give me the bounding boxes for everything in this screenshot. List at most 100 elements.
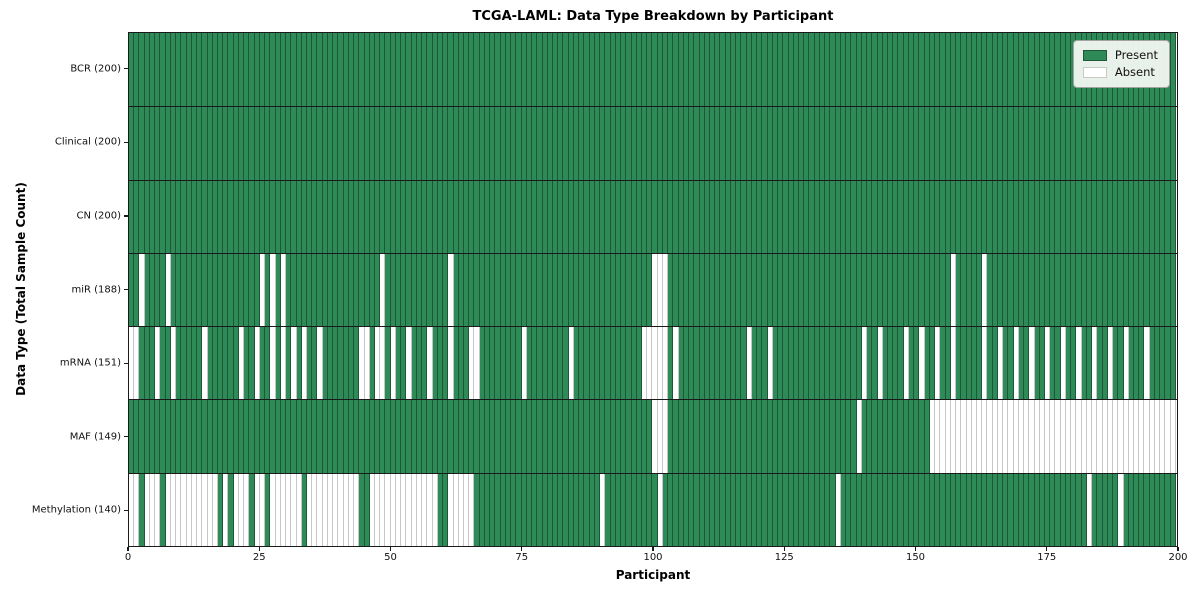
cell: [516, 107, 522, 180]
cell: [741, 400, 747, 473]
cell: [589, 327, 595, 400]
cell: [683, 33, 690, 107]
cell: [385, 253, 391, 327]
cell: [296, 107, 302, 180]
cell: [170, 327, 177, 400]
cell: [919, 473, 925, 546]
cell: [443, 107, 449, 180]
cell: [725, 253, 731, 327]
cell: [223, 33, 229, 107]
cell: [867, 180, 873, 253]
cell: [1134, 327, 1140, 400]
cell: [427, 107, 433, 180]
cell: [1024, 400, 1030, 473]
cell: [673, 253, 679, 327]
cell: [694, 473, 700, 546]
cell: [149, 107, 156, 180]
cell: [1149, 400, 1155, 473]
cell: [799, 33, 805, 107]
cell: [1045, 327, 1051, 400]
cell: [835, 400, 841, 473]
legend-present-swatch: [1082, 50, 1107, 61]
cell: [846, 253, 852, 327]
cell: [579, 400, 585, 473]
cell: [877, 473, 883, 546]
cell: [908, 253, 915, 327]
cell: [982, 33, 988, 107]
x-tick-mark: [127, 547, 129, 551]
cell: [542, 180, 548, 253]
cell: [354, 327, 360, 400]
cell: [589, 180, 595, 253]
cell: [940, 400, 946, 473]
cell: [207, 400, 213, 473]
cell: [793, 473, 799, 546]
cell: [265, 107, 271, 180]
cell: [725, 400, 731, 473]
cell: [851, 33, 857, 107]
cell: [359, 33, 365, 107]
cell: [537, 400, 543, 473]
x-tick-mark: [914, 547, 917, 551]
cell: [390, 33, 396, 107]
cell: [982, 180, 988, 253]
cell: [443, 180, 449, 253]
cell: [249, 107, 255, 180]
cell: [1097, 473, 1103, 546]
cell: [835, 473, 841, 546]
cell: [354, 253, 360, 327]
cell: [458, 253, 464, 327]
cell: [1113, 400, 1119, 473]
cell: [552, 327, 559, 400]
cell: [1065, 473, 1072, 546]
cell: [882, 327, 888, 400]
cell: [317, 473, 323, 546]
cell: [1065, 253, 1072, 327]
cell: [678, 327, 684, 400]
cell: [1113, 107, 1119, 180]
cell: [982, 400, 988, 473]
cell: [526, 327, 533, 400]
cell: [359, 180, 365, 253]
cell: [1113, 327, 1119, 400]
cell: [228, 33, 234, 107]
cell: [207, 473, 213, 546]
cell: [814, 327, 820, 400]
cell: [427, 180, 433, 253]
cell: [354, 33, 360, 107]
cell: [1076, 327, 1082, 400]
cell: [547, 400, 553, 473]
cell: [317, 253, 323, 327]
cell: [621, 400, 627, 473]
cell: [783, 33, 789, 107]
cell: [343, 180, 349, 253]
cell: [259, 473, 266, 546]
cell: [825, 180, 831, 253]
cell: [1018, 400, 1025, 473]
cell: [741, 33, 747, 107]
cell: [1086, 180, 1093, 253]
cell: [851, 473, 857, 546]
cell: [280, 253, 287, 327]
cell: [280, 327, 287, 400]
cell: [893, 253, 899, 327]
cell: [851, 253, 857, 327]
cell: [170, 400, 177, 473]
cell: [254, 107, 260, 180]
cell: [369, 253, 376, 327]
cell: [406, 400, 412, 473]
cell: [809, 473, 815, 546]
cell: [956, 107, 962, 180]
cell: [594, 180, 601, 253]
cell: [903, 327, 909, 400]
cell: [432, 180, 438, 253]
cell: [317, 327, 323, 400]
cell: [464, 327, 470, 400]
cell: [615, 33, 622, 107]
cell: [191, 473, 198, 546]
cell: [223, 107, 229, 180]
cell: [265, 253, 271, 327]
cell: [846, 107, 852, 180]
cell: [286, 33, 292, 107]
cell: [872, 107, 878, 180]
